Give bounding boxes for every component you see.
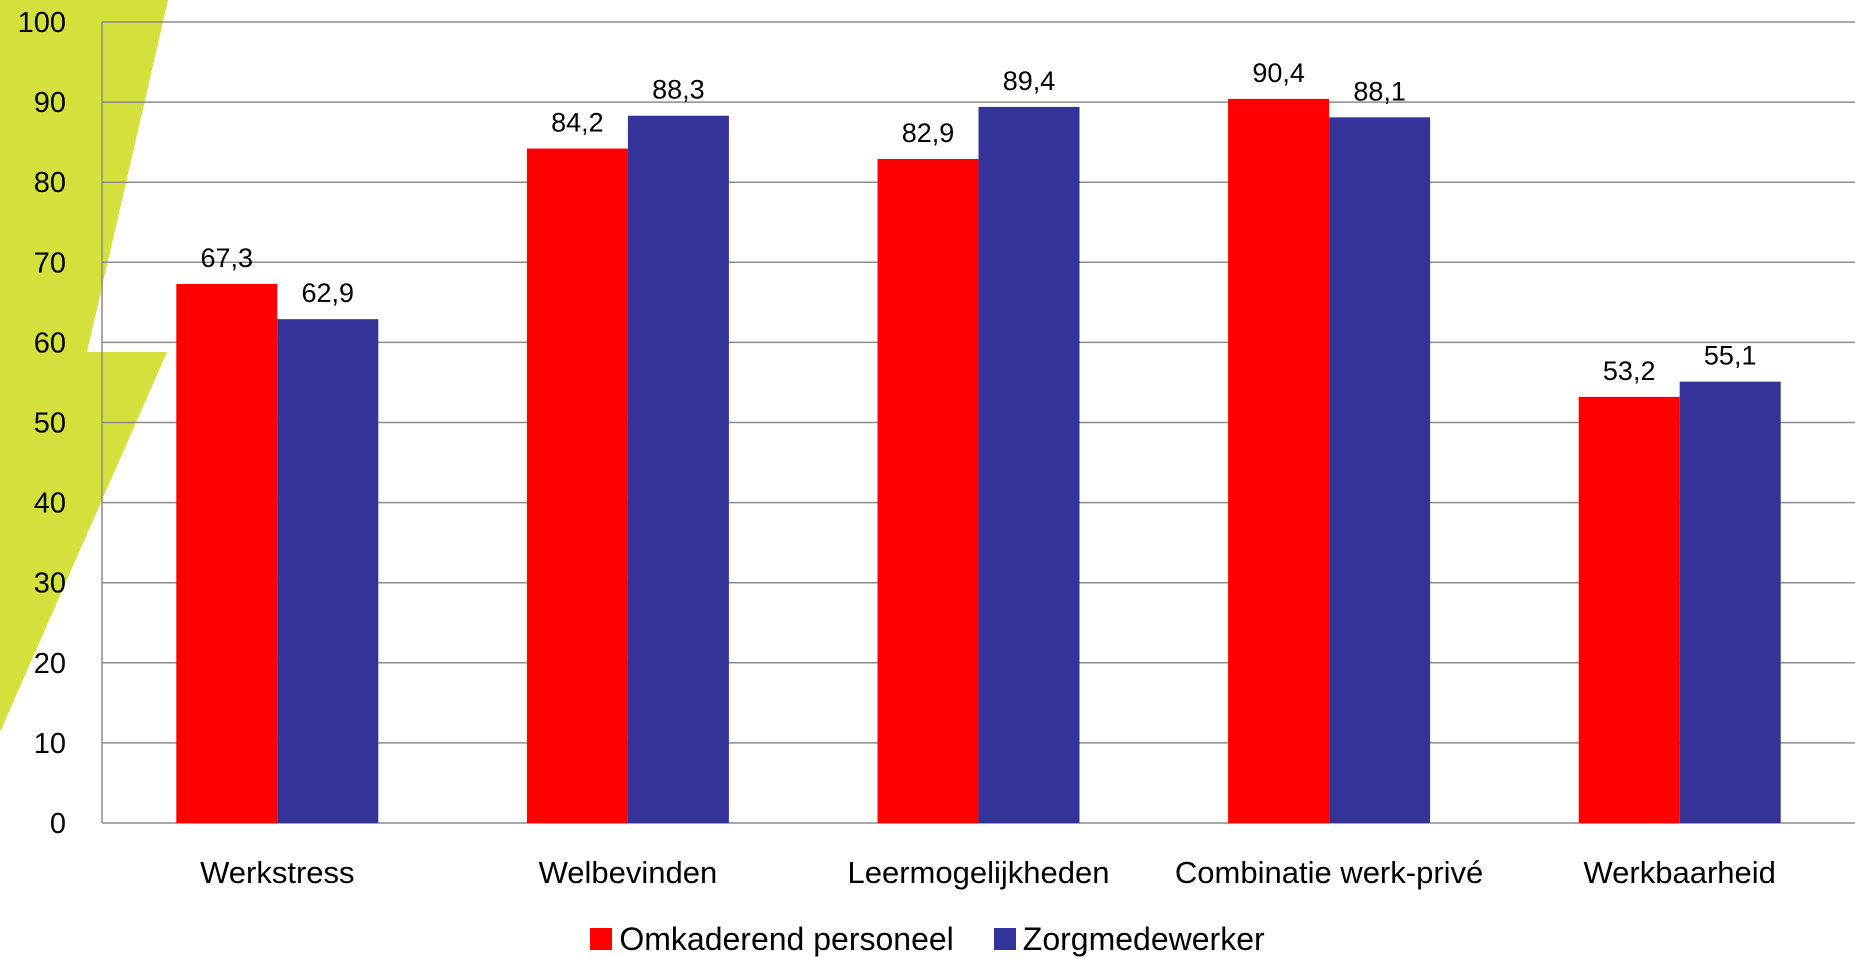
legend: Omkaderend personeel Zorgmedewerker	[0, 920, 1855, 957]
y-tick-label-100: 100	[18, 7, 66, 39]
y-tick-label-10: 10	[34, 728, 66, 760]
bar-omkaderend-0	[176, 283, 278, 823]
y-tick-label-0: 0	[50, 808, 66, 840]
bar-zorgmedewerker-4	[1679, 381, 1781, 823]
data-label-omkaderend-0: 67,3	[201, 243, 254, 273]
data-label-zorgmedewerker-1: 88,3	[652, 75, 705, 105]
category-label-1: Welbevinden	[539, 855, 718, 890]
category-label-3: Combinatie werk-privé	[1175, 855, 1483, 890]
data-label-zorgmedewerker-2: 89,4	[1003, 66, 1056, 96]
category-label-4: Werkbaarheid	[1583, 855, 1775, 890]
category-label-0: Werkstress	[200, 855, 354, 890]
bar-omkaderend-3	[1228, 98, 1330, 823]
y-tick-label-70: 70	[34, 247, 66, 279]
accent-wedge-bottom	[0, 352, 167, 732]
bar-layer	[176, 98, 1781, 824]
y-tick-label-30: 30	[34, 568, 66, 600]
y-tick-label-80: 80	[34, 167, 66, 199]
bar-zorgmedewerker-2	[978, 106, 1080, 823]
legend-item-series-2: Zorgmedewerker	[993, 920, 1265, 957]
decor-layer	[0, 0, 168, 732]
data-label-omkaderend-1: 84,2	[551, 108, 604, 138]
bar-chart: 0 10 20 30 40 50 60 70 80 90 100 67,3 62,9 Werkstress…	[0, 0, 1855, 890]
legend-swatch-red	[590, 928, 613, 950]
data-label-zorgmedewerker-0: 62,9	[302, 278, 355, 308]
y-tick-label-60: 60	[34, 327, 66, 359]
bar-omkaderend-1	[526, 148, 628, 824]
bar-zorgmedewerker-3	[1329, 117, 1431, 824]
data-label-omkaderend-2: 82,9	[902, 118, 955, 148]
label-layer: 0 10 20 30 40 50 60 70 80 90 100 67,3 62,9 Werkstress…	[18, 7, 1776, 890]
bar-omkaderend-4	[1578, 396, 1680, 823]
legend-swatch-blue	[993, 928, 1016, 950]
y-tick-label-90: 90	[34, 87, 66, 119]
y-tick-label-50: 50	[34, 408, 66, 440]
data-label-omkaderend-3: 90,4	[1252, 58, 1305, 88]
legend-label-series-2: Zorgmedewerker	[1022, 921, 1265, 957]
data-label-omkaderend-4: 53,2	[1603, 356, 1656, 386]
bar-omkaderend-2	[877, 158, 979, 823]
y-tick-label-40: 40	[34, 488, 66, 520]
bar-zorgmedewerker-0	[277, 319, 379, 823]
y-tick-label-20: 20	[34, 648, 66, 680]
legend-label-series-1: Omkaderend personeel	[619, 921, 954, 957]
category-label-2: Leermogelijkheden	[848, 855, 1110, 890]
data-label-zorgmedewerker-3: 88,1	[1353, 76, 1406, 106]
data-label-zorgmedewerker-4: 55,1	[1704, 341, 1757, 371]
legend-item-series-1: Omkaderend personeel	[590, 920, 954, 957]
bar-zorgmedewerker-1	[627, 115, 729, 824]
